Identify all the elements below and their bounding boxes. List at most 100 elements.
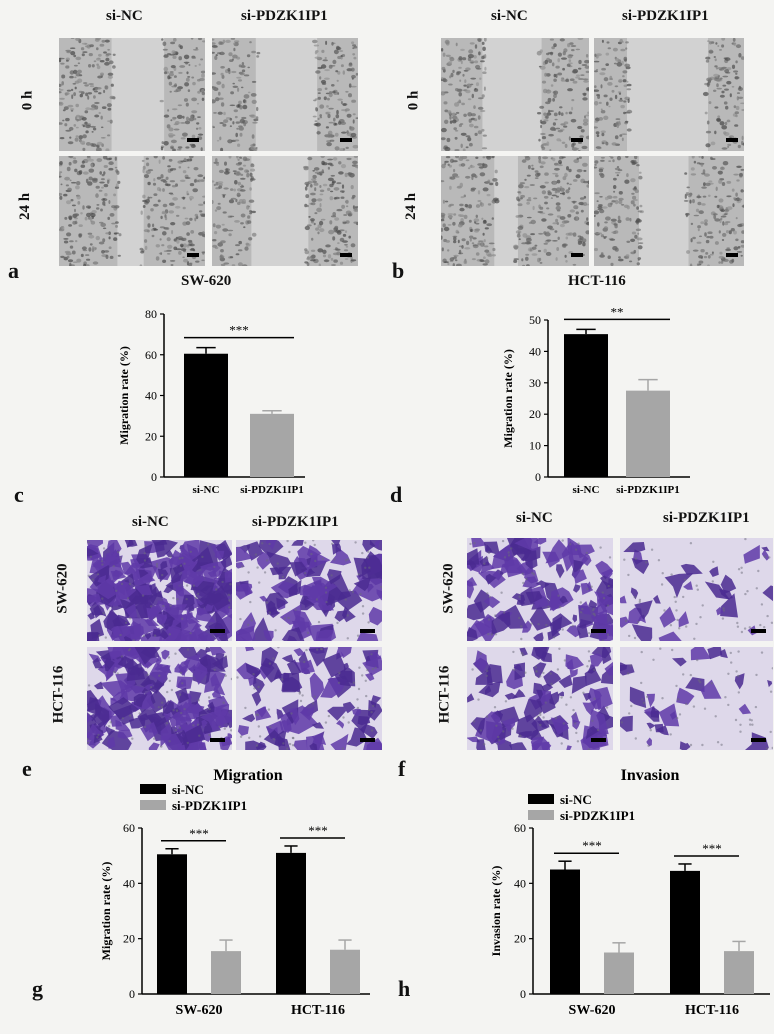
f-col-label-1: si-NC bbox=[516, 510, 553, 526]
transwell-image-f-hct116-sinc bbox=[467, 647, 613, 750]
y-tick-label: 20 bbox=[529, 407, 541, 421]
y-tick-label: 40 bbox=[145, 389, 157, 403]
chart-g: 0 20 40 60 Migration rate (%) Migration *** SW-… bbox=[99, 767, 370, 1018]
f-row-label-1: SW-620 bbox=[440, 563, 457, 614]
y-axis-label: Migration rate (%) bbox=[99, 862, 113, 961]
y-tick-label: 30 bbox=[529, 376, 541, 390]
significance-label: *** bbox=[229, 323, 249, 338]
wound-image-sw620-sinc-0h bbox=[59, 38, 205, 151]
panel-a-letter: a bbox=[8, 258, 19, 283]
b-row-label-1: 0 h bbox=[405, 90, 422, 111]
y-tick-label: 40 bbox=[123, 876, 135, 890]
transwell-image-e-sw620-sinc bbox=[87, 540, 232, 641]
chart-title: Invasion bbox=[621, 767, 680, 784]
y-tick-label: 20 bbox=[514, 932, 526, 946]
legend-entry: si-PDZK1IP1 bbox=[560, 808, 635, 823]
bar bbox=[626, 390, 670, 477]
transwell-image-e-hct116-sinc bbox=[87, 647, 232, 750]
legend-entry: si-NC bbox=[560, 792, 592, 807]
legend-entry: si-NC bbox=[172, 782, 204, 797]
y-tick-label: 40 bbox=[529, 344, 541, 358]
b-col-label-2: si-PDZK1IP1 bbox=[622, 8, 709, 24]
bar bbox=[184, 353, 228, 477]
significance-label: *** bbox=[308, 823, 328, 838]
f-row-label-2: HCT-116 bbox=[436, 665, 453, 724]
y-tick-label: 0 bbox=[129, 987, 135, 1001]
e-row-label-2: HCT-116 bbox=[50, 665, 67, 724]
y-tick-label: 40 bbox=[514, 876, 526, 890]
bar-sinc bbox=[550, 869, 580, 994]
e-col-label-1: si-NC bbox=[132, 514, 169, 530]
x-tick-label: si-PDZK1IP1 bbox=[240, 484, 304, 496]
wound-image-sw620-sinc-24h bbox=[59, 156, 205, 266]
significance-label: *** bbox=[582, 838, 602, 853]
y-tick-label: 0 bbox=[151, 470, 157, 484]
x-tick-label: si-NC bbox=[573, 484, 600, 496]
chart-title: Migration bbox=[213, 767, 282, 784]
panel-d-letter: d bbox=[390, 482, 403, 507]
significance-label: *** bbox=[702, 841, 722, 856]
legend-swatch bbox=[528, 794, 554, 804]
chart-d: 0 10 20 30 40 50 Migration rate (%) si-NC si-PDZ… bbox=[501, 304, 690, 496]
e-col-label-2: si-PDZK1IP1 bbox=[252, 514, 339, 530]
bar-sinc bbox=[276, 852, 306, 994]
y-tick-label: 20 bbox=[123, 932, 135, 946]
x-tick-label: si-NC bbox=[193, 484, 220, 496]
y-tick-label: 60 bbox=[145, 348, 157, 362]
significance-label: ** bbox=[611, 304, 624, 319]
panel-c-letter: c bbox=[14, 482, 24, 507]
y-tick-label: 0 bbox=[520, 987, 526, 1001]
y-axis-label: Migration rate (%) bbox=[117, 346, 131, 445]
chart-h: 0 20 40 60 Invasion rate (%) Invasion *** SW-62… bbox=[489, 767, 770, 1018]
a-row-label-1: 0 h bbox=[19, 90, 36, 111]
bar-sinc bbox=[670, 870, 700, 994]
bar-sinc bbox=[157, 854, 187, 994]
panel-f-letter: f bbox=[398, 756, 406, 781]
chart-c: 0 20 40 60 80 Migration rate (%) si-NC si-PDZK1… bbox=[117, 307, 305, 496]
legend-swatch bbox=[140, 784, 166, 794]
y-tick-label: 80 bbox=[145, 307, 157, 321]
y-tick-label: 60 bbox=[514, 821, 526, 835]
b-cell-line: HCT-116 bbox=[568, 273, 626, 289]
bar bbox=[564, 334, 608, 477]
legend-swatch bbox=[140, 800, 166, 810]
panel-h-letter: h bbox=[398, 976, 411, 1001]
wound-image-hct116-sipdzk-24h bbox=[594, 156, 744, 266]
wound-image-sw620-sipdzk-24h bbox=[212, 156, 358, 266]
y-axis-label: Migration rate (%) bbox=[501, 349, 515, 448]
f-col-label-2: si-PDZK1IP1 bbox=[663, 510, 750, 526]
x-tick-label: SW-620 bbox=[176, 1003, 223, 1018]
bar bbox=[250, 413, 294, 477]
bar-sipdzk bbox=[211, 951, 241, 994]
bar-sipdzk bbox=[604, 952, 634, 994]
significance-label: *** bbox=[189, 826, 209, 841]
y-tick-label: 60 bbox=[123, 821, 135, 835]
b-col-label-1: si-NC bbox=[491, 8, 528, 24]
x-tick-label: si-PDZK1IP1 bbox=[616, 484, 680, 496]
a-col-label-2: si-PDZK1IP1 bbox=[241, 8, 328, 24]
panel-b-letter: b bbox=[392, 258, 405, 283]
wound-image-sw620-sipdzk-0h bbox=[212, 38, 358, 151]
y-tick-label: 0 bbox=[535, 470, 541, 484]
transwell-image-f-sw620-sinc bbox=[467, 538, 613, 641]
x-tick-label: HCT-116 bbox=[685, 1003, 739, 1018]
bar-sipdzk bbox=[330, 949, 360, 994]
wound-image-hct116-sipdzk-0h bbox=[594, 38, 744, 151]
transwell-image-f-hct116-sipdzk bbox=[620, 647, 773, 750]
transwell-image-f-sw620-sipdzk bbox=[620, 538, 773, 641]
wound-image-hct116-sinc-0h bbox=[441, 38, 589, 151]
panel-e-letter: e bbox=[22, 756, 32, 781]
x-tick-label: HCT-116 bbox=[291, 1003, 345, 1018]
legend-entry: si-PDZK1IP1 bbox=[172, 798, 247, 813]
bar-sipdzk bbox=[724, 951, 754, 994]
b-row-label-2: 24 h bbox=[403, 192, 420, 221]
panel-g-letter: g bbox=[32, 976, 43, 1001]
legend-swatch bbox=[528, 810, 554, 820]
a-cell-line: SW-620 bbox=[181, 273, 232, 289]
x-tick-label: SW-620 bbox=[569, 1003, 616, 1018]
wound-image-hct116-sinc-24h bbox=[441, 156, 589, 266]
y-axis-label: Invasion rate (%) bbox=[489, 866, 503, 957]
transwell-image-e-hct116-sipdzk bbox=[236, 647, 382, 750]
y-tick-label: 10 bbox=[529, 439, 541, 453]
